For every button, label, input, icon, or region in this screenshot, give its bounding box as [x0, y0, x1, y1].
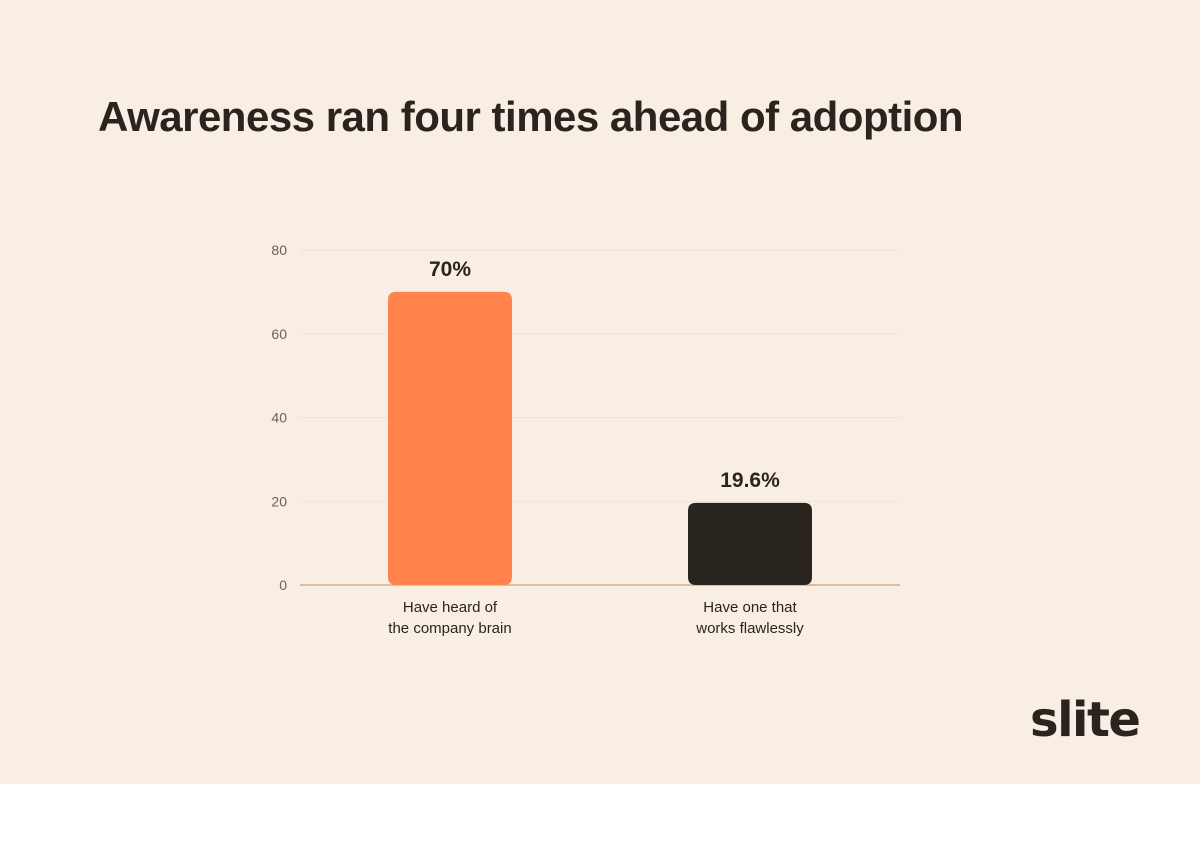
chart-title: Awareness ran four times ahead of adopti…: [98, 93, 964, 140]
page-footer-blank: [0, 784, 1200, 862]
x-category-label: Have heard of: [403, 599, 498, 616]
bar-chart: 0 20 40 60 80 70% Have heard of the company bra…: [271, 242, 900, 637]
bar: [388, 291, 512, 585]
bar: [688, 502, 812, 585]
slite-logo: slite: [1030, 692, 1141, 748]
x-category-label: Have one that: [703, 599, 797, 616]
y-tick-label: 40: [271, 410, 287, 426]
y-tick-label: 60: [271, 326, 287, 342]
y-tick-label: 20: [271, 493, 287, 509]
y-tick-label: 80: [271, 242, 287, 258]
x-category-label: the company brain: [388, 620, 511, 637]
data-label: 19.6%: [720, 469, 780, 492]
y-tick-label: 0: [279, 577, 287, 593]
data-label: 70%: [429, 258, 471, 281]
x-category-label: works flawlessly: [695, 620, 804, 637]
chart-canvas: Awareness ran four times ahead of adopti…: [0, 0, 1200, 784]
